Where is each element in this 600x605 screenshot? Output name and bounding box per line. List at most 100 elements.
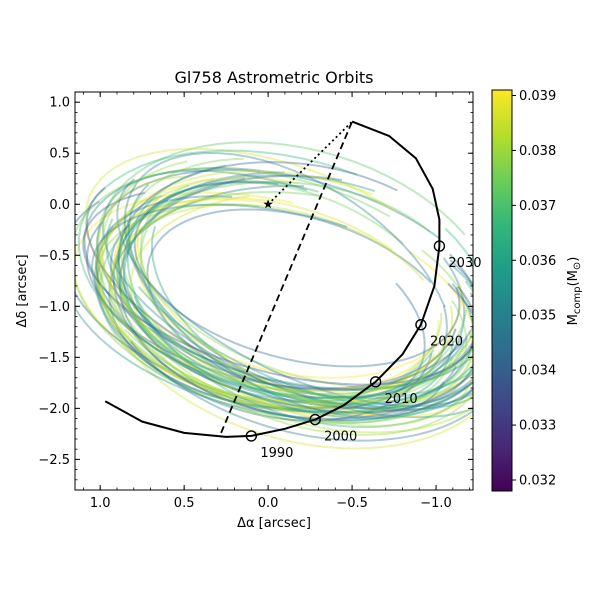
sampled-orbit [126, 164, 473, 429]
sampled-orbits [75, 141, 473, 450]
sampled-orbit [122, 199, 473, 420]
sampled-orbit [101, 273, 443, 403]
chart-title: Gl758 Astrometric Orbits [174, 68, 373, 87]
sampled-orbit [75, 167, 473, 425]
epoch-marker [309, 413, 321, 426]
y-tick-label: 0.0 [49, 198, 70, 213]
sampled-orbit [119, 157, 466, 404]
sampled-orbit [77, 149, 473, 400]
y-tick-label: 0.5 [49, 147, 70, 162]
sampled-orbit [136, 197, 473, 418]
sampled-orbit [95, 195, 473, 414]
colorbar-tick-label: 0.035 [519, 309, 556, 324]
best-fit-layer [104, 120, 446, 442]
sampled-orbit [85, 221, 457, 390]
epoch-label: 1990 [260, 446, 293, 461]
epoch-label: 2030 [448, 256, 481, 271]
sampled-orbit [96, 176, 409, 409]
colorbar-tick-label: 0.037 [519, 199, 556, 214]
sampled-orbit [94, 198, 440, 393]
sampled-orbit [124, 249, 473, 414]
sampled-orbit [116, 178, 473, 408]
sampled-orbit [75, 191, 473, 417]
sampled-orbit [109, 224, 426, 409]
sampled-orbit [82, 191, 473, 386]
sampled-orbit [118, 174, 473, 420]
sampled-orbit [139, 184, 473, 410]
sampled-orbit [98, 181, 468, 409]
epoch-label: 2020 [430, 335, 463, 350]
sampled-orbit [115, 178, 473, 434]
sampled-orbit [101, 160, 473, 436]
sampled-orbit [129, 195, 473, 406]
sampled-orbit [95, 141, 473, 424]
x-tick-label: 0.0 [258, 496, 279, 511]
line-of-nodes [220, 121, 353, 434]
y-axis-ticks: 1.0 0.5 0.0 −0.5 −1.0 −1.5 −2.0 −2.5 [38, 96, 473, 481]
epoch-marker [433, 240, 446, 252]
colorbar-tick-label: 0.032 [519, 474, 556, 489]
x-axis-ticks: 1.0 0.5 0.0 −0.5 −1.0 [82, 92, 471, 511]
sampled-orbit [75, 262, 473, 421]
epoch-label: 2000 [324, 430, 357, 445]
sampled-orbit [117, 180, 435, 400]
sampled-orbit [109, 192, 458, 404]
sampled-orbit [112, 196, 436, 396]
x-tick-label: −0.5 [336, 496, 368, 511]
y-tick-label: −2.0 [38, 402, 70, 417]
y-tick-label: 1.0 [49, 96, 70, 111]
sampled-orbit [83, 166, 473, 391]
sampled-orbit [96, 226, 433, 422]
epoch-marker [369, 376, 382, 388]
x-tick-label: −1.0 [420, 496, 452, 511]
y-axis-label: Δδ [arcsec] [15, 254, 30, 327]
colorbar [491, 89, 513, 492]
sampled-orbit [127, 183, 448, 399]
sampled-orbit [139, 181, 454, 414]
host-star-marker [263, 199, 273, 209]
sampled-orbit [117, 248, 454, 393]
colorbar-tick-label: 0.036 [519, 254, 556, 269]
sampled-orbit [150, 226, 454, 407]
sampled-orbit [108, 184, 469, 410]
sampled-orbit [98, 175, 473, 427]
colorbar-tick-label: 0.038 [519, 144, 556, 159]
sampled-orbit [117, 161, 473, 391]
sampled-orbit [84, 147, 473, 403]
sampled-orbit [109, 203, 446, 410]
sampled-orbit [123, 151, 446, 418]
best-fit-orbit [104, 120, 441, 438]
sampled-orbit [146, 208, 458, 409]
sampled-orbit [112, 171, 473, 422]
colorbar-label: Mcomp(M⊙) [566, 257, 583, 326]
sampled-orbit [126, 220, 473, 389]
sampled-orbit [75, 200, 473, 415]
plot-frame [74, 91, 474, 491]
sampled-orbit [90, 203, 473, 410]
y-tick-label: −1.5 [38, 351, 70, 366]
colorbar-tick-label: 0.039 [519, 89, 556, 104]
epoch-marker [415, 318, 427, 331]
x-tick-label: 1.0 [90, 496, 111, 511]
sampled-orbit [133, 280, 473, 405]
x-axis-label: Δα [arcsec] [237, 516, 311, 531]
sampled-orbit [119, 190, 473, 395]
sampled-orbit [134, 236, 463, 379]
sampled-orbit [96, 168, 473, 392]
sampled-orbit [137, 285, 473, 411]
epoch-label: 2010 [385, 392, 418, 407]
y-tick-label: −0.5 [38, 249, 70, 264]
sampled-orbit [105, 218, 473, 400]
sampled-orbit [122, 177, 464, 403]
sampled-orbit [99, 170, 473, 450]
sampled-orbit [129, 263, 473, 442]
sampled-orbit [101, 169, 473, 419]
colorbar-tick-label: 0.033 [519, 419, 556, 434]
epoch-marker [245, 430, 258, 442]
sampled-orbit [116, 174, 473, 399]
sampled-orbit [133, 180, 461, 368]
sampled-orbit [94, 194, 466, 413]
colorbar-tick-label: 0.034 [519, 364, 556, 379]
